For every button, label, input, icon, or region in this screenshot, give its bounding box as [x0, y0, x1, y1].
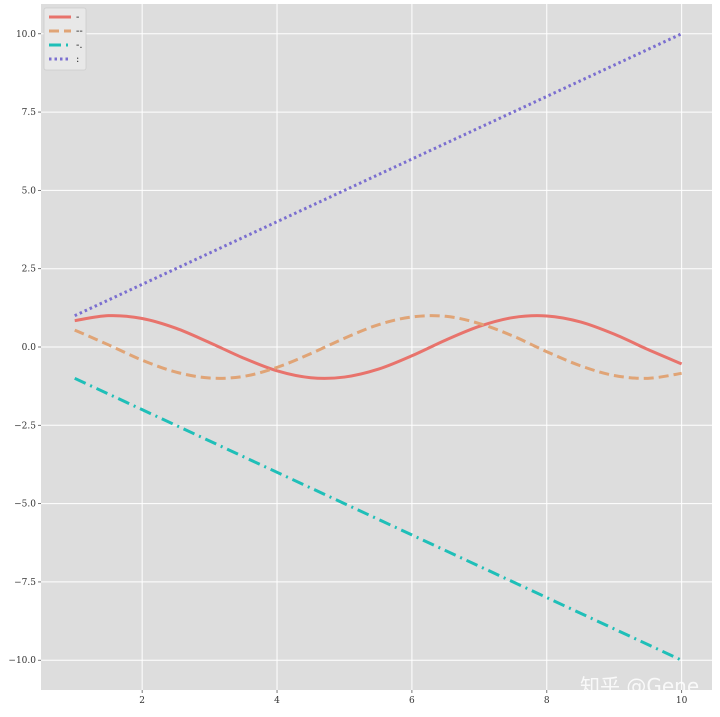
legend-box: [43, 7, 87, 71]
series-line-2: [74, 314, 682, 380]
series-line-1: [74, 314, 683, 380]
y-tick-label: 5.0: [22, 186, 37, 196]
series-line-4: [74, 32, 683, 318]
x-tick-label: 2: [139, 696, 145, 706]
x-tick-label: 8: [544, 696, 550, 706]
watermark: 知乎 @Gene https://blog.csdn.net/qq_: [555, 674, 699, 712]
y-tick-label: 10.0: [16, 30, 36, 40]
x-tick-label: 6: [409, 696, 415, 706]
y-tick-label: −2.5: [14, 421, 36, 431]
y-tick-label: 7.5: [22, 108, 37, 118]
series-line-3: [74, 376, 683, 662]
axis-ticks: 2 4 6 8 10 10.0 7.5 5.0 2.5 0.0 −2.5 −5.0 −7.5 −10.0: [8, 30, 687, 706]
y-tick-label: 2.5: [22, 265, 37, 275]
legend-label: --: [76, 26, 83, 37]
grid: [41, 4, 712, 690]
watermark-url: https://blog.csdn.net/qq_: [555, 703, 656, 712]
y-tick-label: 0.0: [22, 343, 37, 353]
series-group: [74, 32, 683, 662]
legend-label: :: [76, 54, 79, 65]
legend-label: -.: [76, 40, 83, 51]
legend-label: -: [76, 12, 79, 23]
x-tick-label: 10: [676, 696, 688, 706]
x-tick-label: 4: [274, 696, 280, 706]
y-tick-label: −5.0: [14, 500, 36, 510]
y-tick-label: −10.0: [8, 656, 36, 666]
y-tick-label: −7.5: [14, 578, 36, 588]
legend: ----.:: [43, 7, 87, 71]
watermark-text: 知乎 @Gene: [580, 674, 699, 698]
